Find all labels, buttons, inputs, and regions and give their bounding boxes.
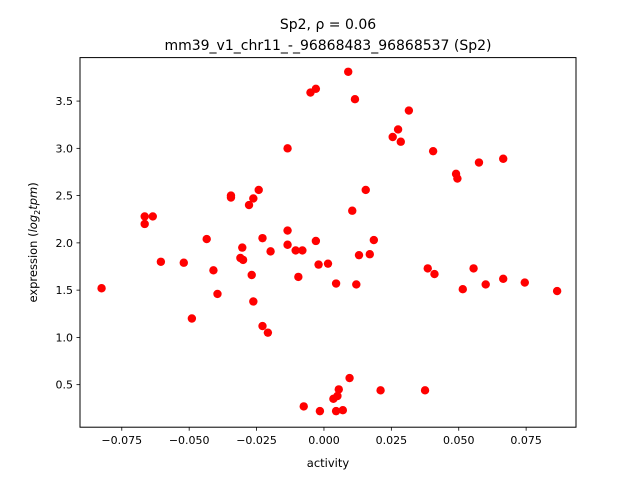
- data-point: [254, 185, 263, 195]
- data-points: [97, 67, 562, 416]
- data-point: [393, 125, 403, 134]
- x-tick-label: 0.000: [308, 434, 340, 447]
- data-point: [344, 67, 353, 76]
- data-point: [258, 321, 267, 331]
- data-point: [283, 144, 292, 153]
- y-tick-label: 1.5: [56, 284, 74, 297]
- y-tick-label: 0.5: [56, 379, 74, 392]
- y-axis-label: expression (log2tpm): [26, 182, 42, 302]
- data-point: [428, 146, 438, 156]
- data-point: [458, 284, 467, 294]
- data-point: [187, 314, 197, 323]
- data-point: [179, 258, 188, 267]
- data-point: [323, 259, 333, 268]
- data-point: [499, 274, 508, 283]
- x-axis-label: activity: [307, 456, 350, 470]
- data-point: [202, 234, 211, 244]
- data-point: [333, 391, 342, 401]
- chart-title-line-2: mm39_v1_chr11_-_96868483_96868537 (Sp2): [164, 38, 491, 54]
- data-point: [148, 212, 157, 221]
- data-point: [266, 247, 275, 256]
- data-point: [247, 270, 256, 280]
- x-tick-label: −0.050: [169, 434, 210, 447]
- y-axis-label-log: log: [26, 215, 40, 233]
- data-point: [420, 386, 430, 395]
- data-point: [244, 200, 254, 210]
- data-point: [423, 264, 432, 273]
- data-point: [331, 279, 341, 288]
- y-axis-label-subscript: 2: [33, 210, 42, 215]
- data-point: [238, 255, 248, 265]
- data-point: [430, 269, 439, 279]
- data-point: [361, 185, 370, 195]
- data-point: [350, 94, 360, 104]
- data-point: [474, 158, 484, 167]
- data-point: [140, 219, 149, 229]
- y-tick-label: 2.5: [56, 190, 74, 203]
- data-point: [365, 250, 374, 259]
- data-point: [298, 246, 307, 255]
- data-point: [369, 235, 379, 245]
- y-axis-label-tpm: tpm: [26, 187, 40, 210]
- data-point: [481, 280, 490, 289]
- y-tick-label: 3.0: [56, 142, 74, 155]
- data-point: [311, 84, 321, 93]
- x-tick-label: 0.050: [443, 434, 475, 447]
- data-point: [299, 402, 308, 411]
- y-axis-label-suffix: ): [26, 182, 40, 187]
- data-point: [453, 174, 462, 183]
- data-point: [345, 373, 354, 383]
- data-point: [314, 260, 323, 269]
- data-point: [238, 243, 247, 252]
- data-point: [209, 266, 218, 275]
- y-tick-label: 1.0: [56, 331, 74, 344]
- data-point: [294, 272, 303, 282]
- data-point: [283, 240, 292, 249]
- x-tick-label: 0.025: [376, 434, 408, 447]
- data-point: [376, 386, 385, 395]
- x-tick-label: −0.025: [236, 434, 277, 447]
- data-point: [354, 250, 364, 260]
- data-point: [315, 406, 325, 416]
- data-point: [469, 264, 478, 273]
- data-point: [263, 328, 273, 337]
- plot-area-frame: [79, 57, 577, 428]
- data-point: [348, 206, 357, 215]
- data-point: [352, 280, 361, 289]
- y-tick-label: 3.5: [56, 95, 74, 108]
- x-tick-label: 0.075: [510, 434, 542, 447]
- data-point: [226, 193, 236, 202]
- data-point: [331, 406, 341, 416]
- data-point: [291, 246, 300, 255]
- y-axis-label-prefix: expression (: [26, 232, 40, 302]
- y-axis-ticks: 0.5 1.0 1.5 2.0 2.5 3.0 3.5: [56, 95, 80, 392]
- data-point: [404, 106, 414, 115]
- data-point: [499, 154, 508, 163]
- data-point: [334, 385, 343, 394]
- y-tick-label: 2.0: [56, 237, 74, 250]
- data-point: [311, 236, 321, 246]
- data-point: [156, 257, 166, 266]
- data-point: [249, 194, 258, 203]
- data-point: [258, 233, 267, 243]
- data-point: [140, 212, 149, 221]
- x-tick-label: −0.075: [101, 434, 142, 447]
- data-point: [552, 286, 562, 296]
- data-point: [213, 289, 222, 299]
- x-axis-ticks: −0.075 −0.050 −0.025 0.000 0.025 0.050 0.075: [101, 427, 542, 447]
- chart-title-line-1: Sp2, ρ = 0.06: [280, 17, 376, 33]
- data-point: [396, 137, 405, 146]
- data-point: [338, 405, 348, 415]
- data-point: [283, 226, 292, 235]
- data-point: [388, 132, 397, 142]
- data-point: [249, 297, 258, 306]
- data-point: [520, 278, 529, 287]
- data-point: [97, 284, 106, 293]
